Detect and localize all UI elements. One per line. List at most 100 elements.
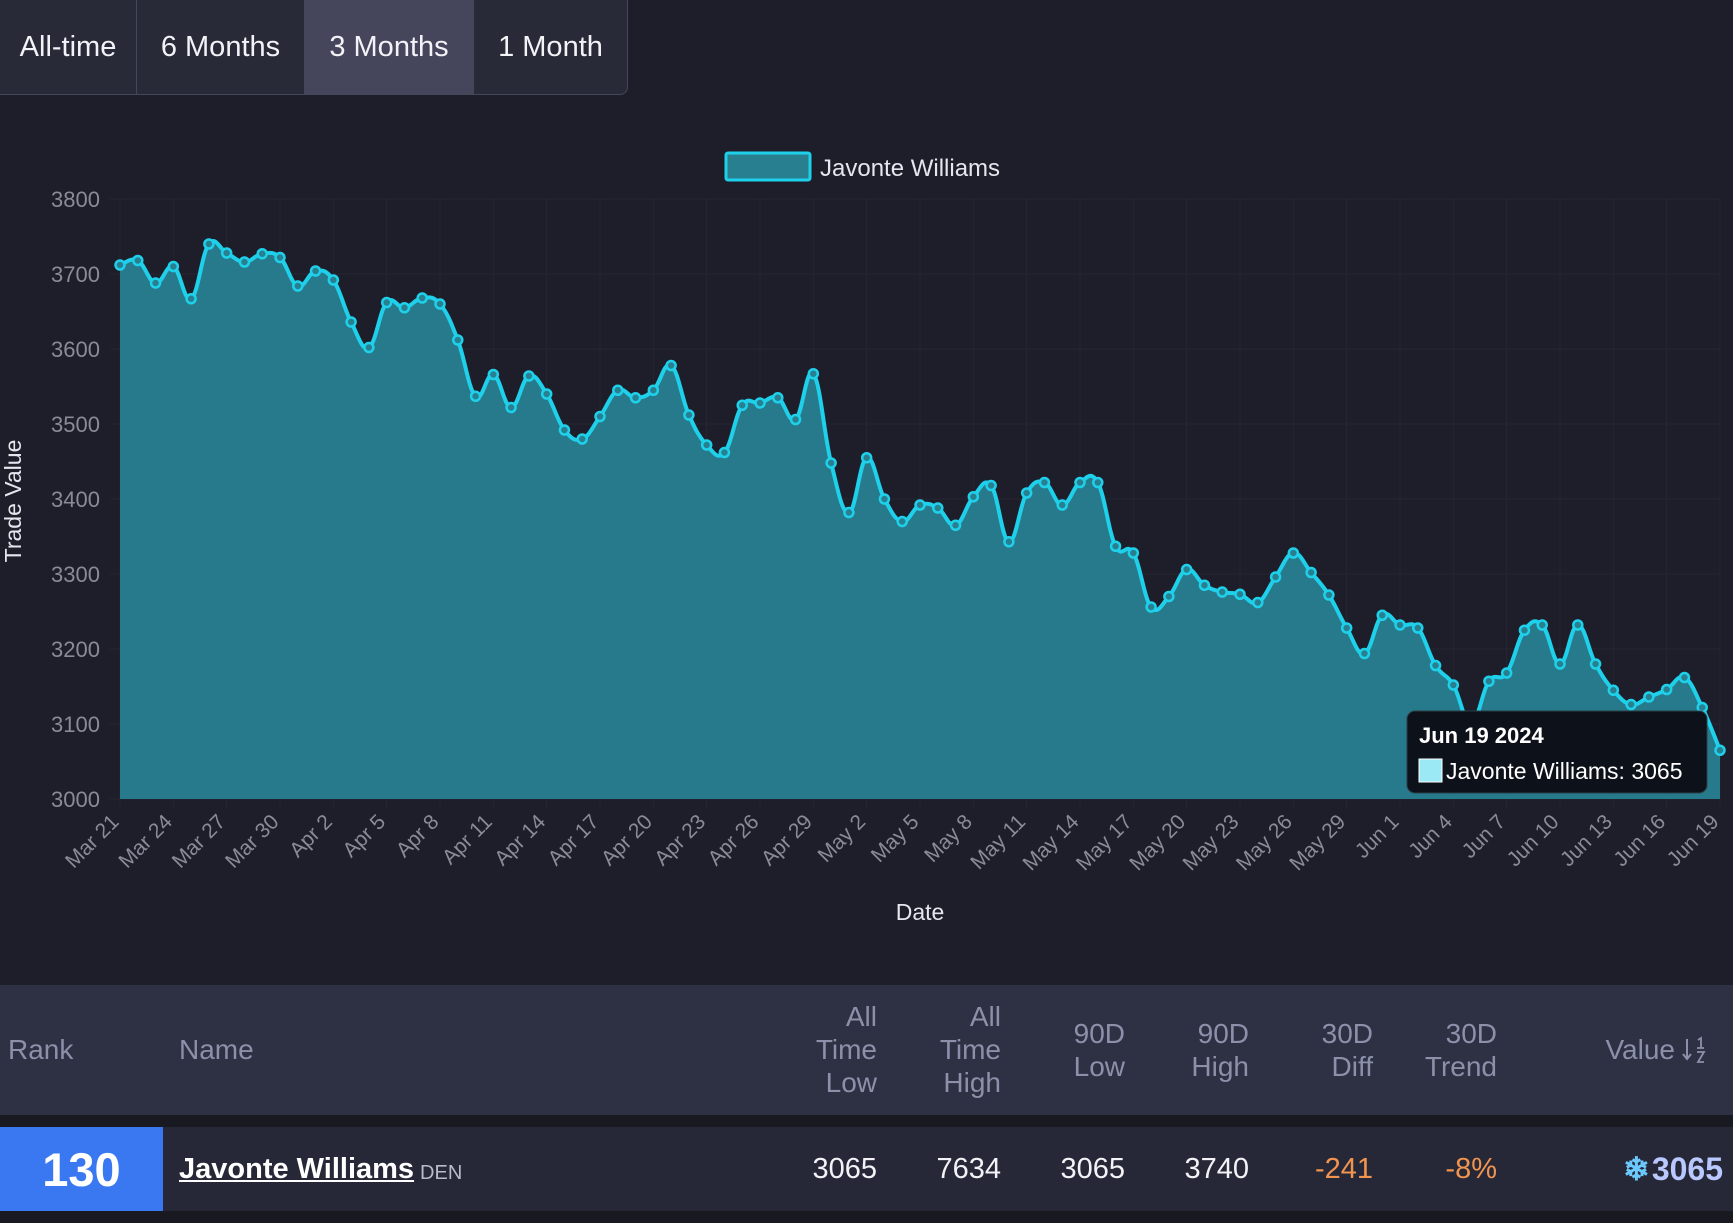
data-point[interactable] <box>327 274 340 286</box>
data-point[interactable] <box>772 392 784 404</box>
data-point[interactable] <box>932 502 944 514</box>
data-point[interactable] <box>700 439 713 451</box>
data-point[interactable] <box>1234 588 1246 600</box>
data-point[interactable] <box>238 256 251 268</box>
data-point[interactable] <box>1323 589 1335 601</box>
data-point[interactable] <box>1625 698 1637 711</box>
data-point[interactable] <box>736 399 748 411</box>
data-point[interactable] <box>1020 487 1033 499</box>
data-point[interactable] <box>1500 667 1513 679</box>
trade-value-chart[interactable]: 3000 3100 3200 3300 3400 3500 3600 3700 3800 Mar… <box>0 94 1733 974</box>
data-point[interactable] <box>1003 536 1015 548</box>
data-point[interactable] <box>1216 586 1228 598</box>
data-point[interactable] <box>985 479 997 492</box>
data-point[interactable] <box>398 302 411 314</box>
data-point[interactable] <box>1678 671 1691 684</box>
data-point[interactable] <box>629 392 642 404</box>
data-point[interactable] <box>1269 571 1282 583</box>
data-point[interactable] <box>1198 579 1211 591</box>
data-point[interactable] <box>1092 476 1104 489</box>
data-point[interactable] <box>185 293 197 305</box>
player-link[interactable]: Javonte Williams <box>179 1152 415 1185</box>
data-point[interactable] <box>949 519 962 531</box>
data-point[interactable] <box>1660 683 1673 696</box>
tab-3-months[interactable]: 3 Months <box>305 0 474 94</box>
data-point[interactable] <box>1483 675 1495 687</box>
data-point[interactable] <box>1127 547 1140 559</box>
header-all-time-low[interactable]: All Time Low <box>816 1000 877 1099</box>
data-point[interactable] <box>1358 647 1371 660</box>
header-rank[interactable]: Rank <box>8 1034 74 1065</box>
data-point[interactable] <box>132 254 144 267</box>
data-point[interactable] <box>1163 590 1175 603</box>
header-90d-high[interactable]: 90D High <box>1191 1017 1249 1083</box>
data-point[interactable] <box>1536 619 1548 631</box>
data-point[interactable] <box>1429 659 1442 672</box>
data-point[interactable] <box>1287 547 1300 559</box>
data-point[interactable] <box>380 296 393 309</box>
data-point[interactable] <box>665 359 677 372</box>
data-point[interactable] <box>1180 563 1193 576</box>
header-value[interactable]: Value <box>1605 1033 1707 1066</box>
tab-all-time[interactable]: All-time <box>0 0 137 94</box>
data-point[interactable] <box>576 433 588 445</box>
data-point[interactable] <box>540 388 553 400</box>
data-point[interactable] <box>558 424 571 436</box>
data-point[interactable] <box>1056 499 1068 511</box>
data-point[interactable] <box>505 401 517 414</box>
header-30d-trend[interactable]: 30D Trend <box>1425 1017 1497 1083</box>
data-point[interactable] <box>1572 619 1584 631</box>
tab-1-month[interactable]: 1 Month <box>498 30 603 63</box>
data-point[interactable] <box>1074 476 1086 489</box>
header-name[interactable]: Name <box>179 1034 254 1065</box>
header-all-time-high[interactable]: All Time High <box>940 1000 1001 1099</box>
data-point[interactable] <box>1394 619 1406 631</box>
data-point[interactable] <box>789 413 802 426</box>
data-point[interactable] <box>612 384 624 396</box>
data-point[interactable] <box>718 446 731 459</box>
data-point[interactable] <box>114 259 126 271</box>
data-point[interactable] <box>647 384 660 396</box>
data-point[interactable] <box>434 298 446 310</box>
data-point[interactable] <box>416 292 428 304</box>
data-point[interactable] <box>1038 476 1051 489</box>
data-point[interactable] <box>896 515 908 528</box>
data-point[interactable] <box>1109 540 1122 552</box>
data-point[interactable] <box>1518 624 1531 636</box>
table-row[interactable]: 130 Javonte Williams DEN 3065 7634 3065 … <box>0 1127 1733 1211</box>
data-point[interactable] <box>487 368 500 381</box>
data-point[interactable] <box>914 499 926 511</box>
sort-desc-icon[interactable] <box>1681 1035 1707 1064</box>
data-point[interactable] <box>469 390 482 402</box>
data-point[interactable] <box>1607 684 1620 696</box>
data-point[interactable] <box>843 506 855 519</box>
data-point[interactable] <box>1447 679 1460 691</box>
data-point[interactable] <box>203 238 215 250</box>
data-point[interactable] <box>1554 658 1566 670</box>
header-90d-low[interactable]: 90D Low <box>1074 1017 1125 1083</box>
data-point[interactable] <box>683 409 695 421</box>
data-point[interactable] <box>1305 566 1317 579</box>
data-point[interactable] <box>292 280 304 292</box>
data-point[interactable] <box>594 410 606 423</box>
data-point[interactable] <box>1412 622 1424 634</box>
data-point[interactable] <box>523 370 535 382</box>
data-point[interactable] <box>807 368 820 380</box>
data-point[interactable] <box>1643 691 1655 703</box>
data-point[interactable] <box>825 457 837 469</box>
data-point[interactable] <box>363 341 375 354</box>
data-point[interactable] <box>754 397 766 409</box>
data-point[interactable] <box>256 248 268 260</box>
data-point[interactable] <box>167 260 180 273</box>
tab-6-months[interactable]: 6 Months <box>137 0 305 94</box>
data-point[interactable] <box>345 316 357 328</box>
data-point[interactable] <box>220 247 233 259</box>
data-point[interactable] <box>967 491 980 503</box>
data-point[interactable] <box>1340 622 1353 634</box>
data-point[interactable] <box>149 277 162 289</box>
data-point[interactable] <box>452 334 464 346</box>
data-point[interactable] <box>274 251 286 264</box>
data-point[interactable] <box>1714 744 1726 756</box>
header-30d-diff[interactable]: 30D Diff <box>1322 1017 1373 1083</box>
data-point[interactable] <box>1145 601 1157 613</box>
